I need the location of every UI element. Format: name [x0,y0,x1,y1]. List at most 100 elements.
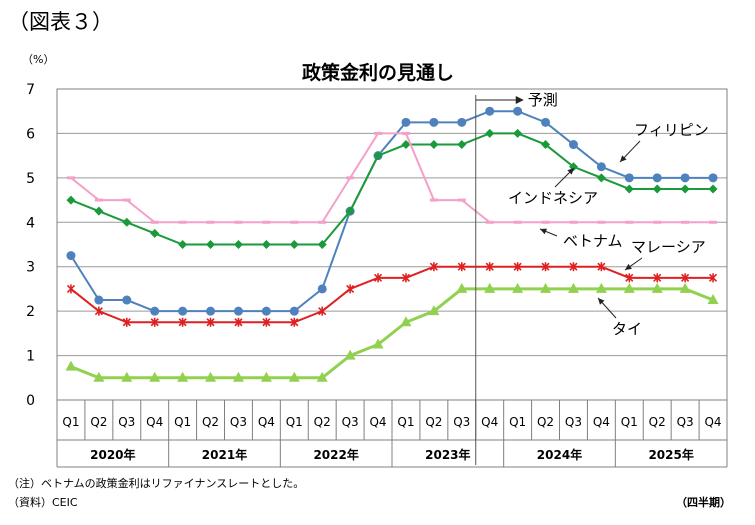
x-tick-label: Q2 [314,415,331,429]
x-tick-label: Q3 [677,415,694,429]
data-point [288,371,300,382]
data-point [401,117,411,127]
data-point [318,306,327,316]
data-point [569,262,578,272]
data-point [178,240,188,249]
data-point [708,273,718,283]
data-point [428,305,440,316]
data-point [625,273,634,283]
data-point [513,106,523,116]
data-point [261,306,271,316]
year-label: 2021年 [202,447,247,462]
data-point [485,106,495,116]
x-axis: Q1 Q2 Q3 Q4 Q1 Q2 Q3 Q4 Q1 Q2 Q3 Q4 Q1 Q2 Q3 Q4 Q1 Q2 Q3 Q4… [62,400,722,467]
x-tick-label: Q2 [202,415,219,429]
data-point [513,262,522,272]
x-tick-label: Q2 [90,415,107,429]
series-2 [66,131,718,224]
x-tick-label: Q1 [174,415,191,429]
data-point [66,195,76,205]
y-tick-label: 5 [26,171,35,187]
x-tick-label: Q4 [258,415,275,429]
data-point [150,317,159,327]
year-label: 2020年 [90,447,135,462]
data-point [595,282,607,293]
series-4 [65,282,719,382]
data-point [708,184,718,194]
x-tick-label: Q1 [62,415,79,429]
data-point [541,140,551,150]
series-line [70,110,714,313]
data-point [372,338,384,349]
x-tick-label: Q4 [593,415,610,429]
data-point [260,371,272,382]
data-point [94,306,103,316]
data-point [177,371,189,382]
data-point [373,273,383,283]
data-point [94,295,104,305]
x-tick-label: Q4 [369,415,386,429]
chart-title: 政策金利の見通し [302,61,454,84]
data-point [651,282,663,293]
data-point [681,273,690,283]
data-point [512,282,524,293]
data-point [65,360,77,371]
data-point [457,140,467,150]
series-3 [66,262,718,327]
data-point [206,306,216,316]
data-point [93,371,105,382]
x-tick-label: Q2 [649,415,666,429]
data-point [652,173,662,183]
data-point [234,317,243,327]
data-point [429,262,438,272]
data-point [262,317,271,327]
data-point [484,282,496,293]
series-0 [66,106,718,316]
series-1 [66,128,718,249]
data-point [149,371,161,382]
period-note: （四半期） [676,496,731,509]
data-point [652,184,662,194]
data-point [457,262,466,272]
plot-border [56,88,728,401]
data-point [680,184,690,194]
data-point [346,284,355,294]
data-point [373,151,383,161]
source-note: （資料）CEIC [8,496,78,509]
data-point [400,316,412,327]
data-point [317,284,327,294]
data-point [150,306,160,316]
y-axis-label: （%） [22,53,54,66]
y-tick-label: 6 [26,126,35,142]
data-point [206,240,216,249]
y-axis-ticks: 0 1 2 3 4 5 6 7 [26,82,35,409]
label-indonesia: インドネシア [508,189,598,207]
data-point [178,317,187,327]
data-point [596,173,606,183]
x-tick-label: Q1 [621,415,638,429]
data-point [485,128,495,138]
series-line [70,132,714,224]
philippines-arrowhead [620,155,627,162]
data-point [597,262,606,272]
x-tick-label: Q1 [286,415,303,429]
data-point [513,128,523,138]
x-tick-label: Q2 [425,415,442,429]
x-tick-label: Q3 [342,415,359,429]
data-point [596,162,606,172]
y-tick-label: 4 [26,215,35,231]
data-point [261,240,271,249]
data-point [290,317,299,327]
indonesia-arrowhead [567,168,574,175]
year-label: 2024年 [537,447,582,462]
data-point [344,349,356,360]
data-point [680,173,690,183]
y-tick-label: 1 [26,349,35,365]
y-tick-label: 0 [26,393,35,409]
data-point [541,262,550,272]
x-tick-label: Q1 [509,415,526,429]
data-point [178,306,188,316]
data-point [289,306,299,316]
data-point [401,140,411,150]
year-label: 2023年 [425,447,470,462]
